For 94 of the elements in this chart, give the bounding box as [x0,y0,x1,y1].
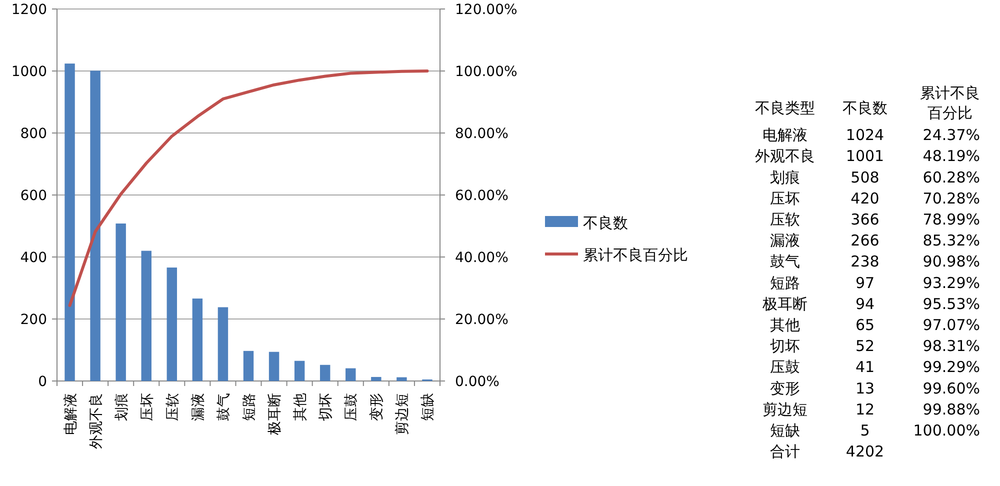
text: 41 [855,358,875,376]
text: 其他 [770,316,800,334]
text: 变形 [770,379,800,398]
y-tick-label: 800 [20,126,47,142]
text: 1024 [846,126,884,144]
text: 4202 [846,442,884,461]
x-tick-label: 其他 [292,393,309,421]
x-tick-label: 极耳断 [267,393,284,436]
x-tick-label: 划痕 [114,393,130,421]
text: 压软 [770,210,800,228]
y2-tick-label: 80.00% [455,126,508,142]
text: 97.07% [922,316,980,334]
text: 238 [850,252,880,271]
text: 70.28% [922,189,980,208]
text: 压坏 [770,189,800,208]
bar [218,307,228,381]
text: 78.99% [922,210,980,228]
text: 48.19% [922,147,980,166]
bar [141,250,152,381]
y-tick-label: 1200 [11,2,47,18]
text: 13 [855,379,875,398]
bar [192,298,203,381]
y2-tick-label: 100.00% [455,64,518,80]
bar [294,360,305,381]
text: 366 [850,210,880,228]
bar [396,377,407,381]
text: 压鼓 [770,358,800,376]
x-tick-label: 压软 [164,393,181,421]
x-tick-label: 压鼓 [344,393,360,421]
text: 外观不良 [755,147,815,166]
x-tick-label: 短缺 [420,393,436,421]
text: 切坏 [770,337,800,356]
text: 420 [850,189,880,208]
text: 漏液 [770,232,800,250]
text: 60.28% [922,168,980,186]
text: 98.31% [922,337,980,356]
text: 99.29% [922,358,980,376]
text: 99.60% [922,379,980,398]
y2-tick-label: 60.00% [455,188,508,204]
x-tick-label: 外观不良 [88,393,104,449]
bar [268,352,280,381]
text: 短路 [770,274,800,292]
bar [243,350,254,381]
text: 97 [855,274,875,292]
y-tick-label: 200 [20,312,47,328]
text: 99.88% [922,400,980,418]
text: 508 [850,168,880,186]
y-tick-label: 600 [20,188,47,204]
x-tick-label: 电解液 [62,393,79,435]
text: 鼓气 [770,252,800,271]
y2-tick-label: 40.00% [455,250,508,266]
text: 52 [855,337,875,356]
x-tick-label: 压坏 [139,393,156,421]
bar [346,368,356,381]
text: 100.00% [913,422,980,440]
text: 12 [855,400,875,418]
text: 94 [855,294,875,313]
y2-tick-label: 20.00% [455,312,508,328]
text: 划痕 [770,168,800,186]
text: 5 [860,422,870,440]
y-tick-label: 400 [20,250,47,266]
x-tick-label: 漏液 [190,393,206,421]
y-tick-label: 1000 [11,64,47,80]
bar [116,224,126,381]
text: 合计 [770,442,800,461]
line-series [68,70,429,307]
x-tick-label: 切坏 [318,393,334,421]
text: 266 [850,232,880,250]
y2-tick-label: 120.00% [455,2,518,18]
text: 24.37% [922,126,980,144]
text: 电解液 [762,126,808,144]
bar [90,70,100,381]
text: 93.29% [922,274,980,292]
x-tick-label: 鼓气 [216,393,232,421]
text: 85.32% [922,232,980,250]
text: 1001 [846,147,884,166]
y-tick-label: 0 [38,374,47,390]
bar [371,376,382,381]
text: 不良类型 [755,99,815,117]
bar [320,364,330,381]
y2-tick-label: 0.00% [455,374,500,390]
text: 65 [855,316,875,334]
bar [166,268,178,381]
text: 95.53% [922,294,980,313]
bar [64,64,75,381]
text: 极耳断 [762,294,808,313]
text: 累计不良百分比 [920,84,980,122]
legend-label: 累计不良百分比 [583,246,688,264]
x-tick-label: 短路 [242,393,258,421]
x-tick-label: 变形 [369,393,386,421]
legend-label: 不良数 [583,214,628,232]
text: 不良数 [842,99,888,117]
x-tick-label: 剪边短 [394,393,411,435]
text: 90.98% [922,252,980,271]
